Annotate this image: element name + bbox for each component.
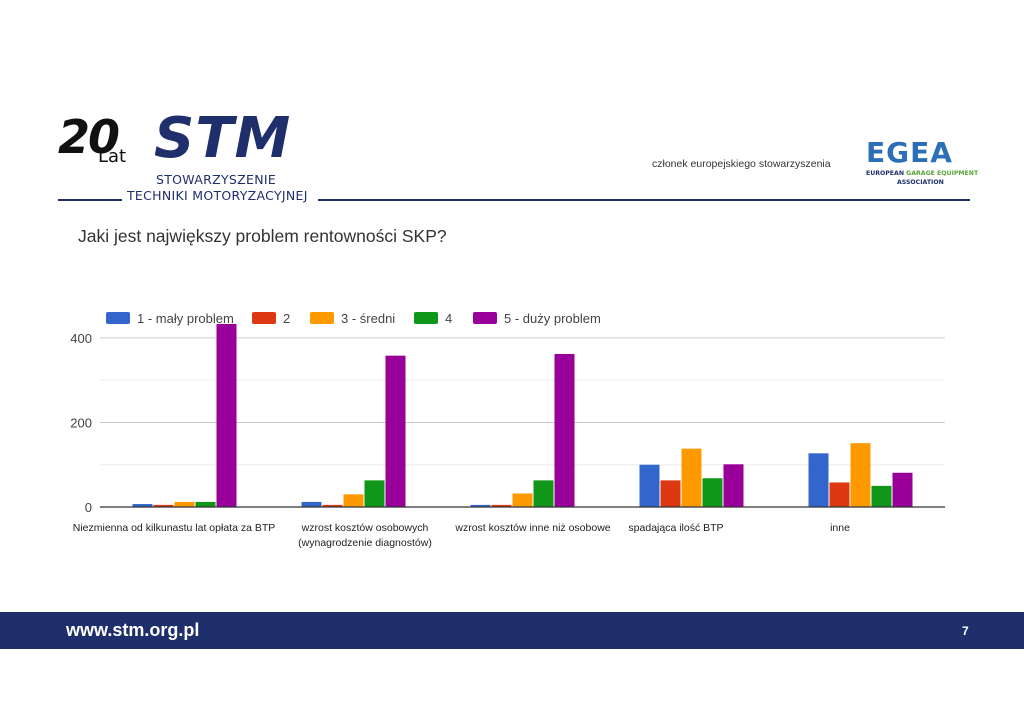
bar [174, 501, 195, 507]
member-text: członek europejskiego stowarzyszenia [652, 158, 831, 170]
y-tick-label: 400 [70, 331, 92, 346]
bar [343, 494, 364, 507]
legend-label: 4 [445, 311, 452, 326]
legend-swatch [473, 312, 497, 324]
legend-swatch [310, 312, 334, 324]
bar [512, 493, 533, 507]
legend-label: 3 - średni [341, 311, 395, 326]
bar [322, 504, 343, 507]
bar [216, 323, 237, 507]
legend-label: 1 - mały problem [137, 311, 234, 326]
logo-lat: Lat [98, 146, 127, 167]
bar [132, 504, 153, 507]
bar [364, 480, 385, 507]
legend-label: 5 - duży problem [504, 311, 601, 326]
stm-logo: STM [154, 106, 292, 171]
chart-question: Jaki jest największy problem rentowności… [78, 226, 447, 246]
egea-sub-european: EUROPEAN [866, 170, 905, 177]
category-label: Niezmienna od kilkunastu lat opłata za B… [73, 522, 276, 534]
page-number: 7 [962, 624, 969, 638]
bar [301, 501, 322, 507]
bar [533, 480, 554, 507]
legend-swatch [414, 312, 438, 324]
y-tick-label: 200 [70, 415, 92, 430]
bar [871, 485, 892, 507]
bar [385, 355, 406, 507]
bar [153, 504, 174, 507]
category-label: wzrost kosztów osobowych [301, 522, 429, 534]
bar [829, 482, 850, 507]
egea-logo: EGEA [866, 136, 953, 169]
egea-sub-garage: GARAGE EQUIPMENT [906, 170, 979, 177]
legend-label: 2 [283, 311, 290, 326]
footer-url[interactable]: www.stm.org.pl [66, 620, 200, 640]
bar [702, 478, 723, 507]
legend-swatch [106, 312, 130, 324]
category-label: spadająca ilość BTP [628, 522, 723, 534]
bar [808, 453, 829, 507]
bar [554, 353, 575, 507]
footer-bar: www.stm.org.pl 7 [0, 612, 1024, 649]
header-divider-right [318, 199, 970, 201]
bar [639, 464, 660, 507]
logo-subtitle-2: TECHNIKI MOTORYZACYJNEJ [127, 188, 308, 203]
category-label: (wynagrodzenie diagnostów) [298, 537, 432, 549]
logo-subtitle-1: STOWARZYSZENIE [156, 172, 277, 187]
logo-anniversary: 20 [58, 110, 120, 164]
bar [850, 443, 871, 507]
category-label: wzrost kosztów inne niż osobowe [454, 522, 610, 534]
bar [491, 504, 512, 507]
egea-subtitle: EUROPEAN GARAGE EQUIPMENT [866, 170, 978, 177]
legend-swatch [252, 312, 276, 324]
bar [681, 448, 702, 507]
bar [470, 504, 491, 507]
bar [723, 464, 744, 507]
bar [892, 472, 913, 507]
egea-sub-association: ASSOCIATION [897, 179, 944, 186]
bar [660, 480, 681, 507]
header-divider-left [58, 199, 122, 201]
y-tick-label: 0 [85, 500, 92, 515]
bar [195, 501, 216, 507]
category-label: inne [830, 522, 850, 534]
